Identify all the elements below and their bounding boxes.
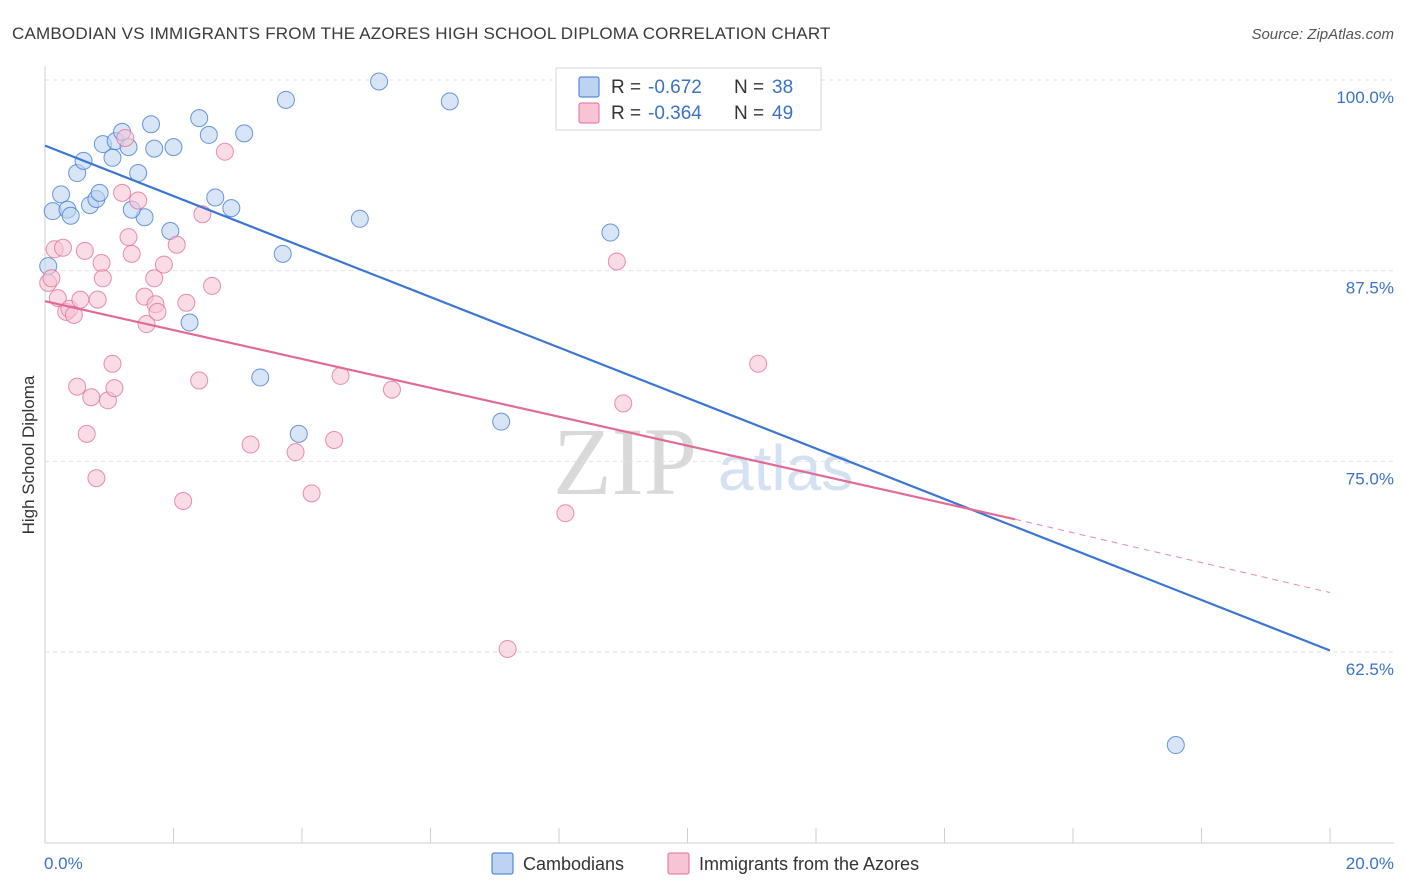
x-tick-label-min: 0.0% [44, 854, 83, 873]
point-cambodians [222, 199, 241, 218]
point-azores [122, 244, 141, 263]
point-azores [382, 380, 401, 399]
legend-swatch-cambodians [578, 76, 600, 98]
point-cambodians [276, 90, 295, 109]
point-cambodians [206, 188, 225, 207]
point-azores [614, 394, 633, 413]
bottom-legend-swatch-cambodians [491, 852, 514, 875]
bottom-legend-label-azores: Immigrants from the Azores [699, 854, 919, 874]
point-azores [119, 228, 138, 247]
point-azores [93, 269, 112, 288]
point-azores [556, 504, 575, 523]
bottom-legend-swatch-azores [667, 852, 690, 875]
point-azores [177, 293, 196, 312]
point-azores [116, 128, 135, 147]
point-azores [749, 354, 768, 373]
point-azores [75, 241, 94, 260]
point-azores [498, 639, 517, 658]
point-azores [215, 142, 234, 161]
point-azores [71, 290, 90, 309]
chart-title: CAMBODIAN VS IMMIGRANTS FROM THE AZORES … [12, 24, 831, 43]
y-tick-label: 62.5% [1346, 660, 1394, 679]
point-azores [174, 491, 193, 510]
point-cambodians [235, 124, 254, 143]
y-axis-label: High School Diploma [19, 375, 38, 534]
point-azores [77, 424, 96, 443]
point-azores [145, 269, 164, 288]
legend-r-value-cambodians: -0.672 [648, 77, 702, 98]
point-azores [92, 254, 111, 273]
point-azores [82, 388, 101, 407]
trend-line-azores [44, 300, 1016, 521]
legend-r-value-azores: -0.364 [648, 103, 702, 124]
y-tick-labels: 62.5% 75.0% 87.5% 100.0% [1336, 88, 1394, 679]
point-azores [129, 191, 148, 210]
point-azores [103, 354, 122, 373]
point-cambodians [164, 138, 183, 157]
point-cambodians [145, 139, 164, 158]
y-tick-label: 87.5% [1346, 279, 1394, 298]
point-cambodians [440, 92, 459, 111]
point-azores [87, 469, 106, 488]
stats-legend: R = -0.672 N = 38 R = -0.364 N = 49 [555, 67, 822, 131]
point-cambodians [251, 368, 270, 387]
point-cambodians [199, 125, 218, 144]
x-tick-label-max: 20.0% [1346, 854, 1394, 873]
point-azores [88, 290, 107, 309]
point-azores [113, 183, 132, 202]
trend-lines [44, 144, 1331, 652]
point-azores [302, 484, 321, 503]
chart-source: Source: ZipAtlas.com [1251, 26, 1394, 43]
point-cambodians [601, 223, 620, 242]
point-cambodians [273, 244, 292, 263]
bottom-legend-label-cambodians: Cambodians [523, 854, 624, 874]
trend-line-cambodians [44, 144, 1331, 652]
grid-lines [45, 79, 1394, 653]
point-cambodians [350, 209, 369, 228]
legend-n-value-cambodians: 38 [772, 77, 793, 98]
point-cambodians [370, 72, 389, 91]
stats-legend-box [555, 67, 822, 131]
point-cambodians [142, 115, 161, 134]
y-tick-label: 75.0% [1346, 469, 1394, 488]
point-azores [607, 252, 626, 271]
point-cambodians [492, 412, 511, 431]
point-azores [203, 276, 222, 295]
legend-n-label-azores: N = [734, 103, 764, 124]
point-cambodians [61, 206, 80, 225]
point-azores [42, 269, 61, 288]
point-cambodians [289, 424, 308, 443]
axes [44, 66, 1394, 844]
point-cambodians [52, 185, 71, 204]
y-tick-label: 100.0% [1336, 88, 1394, 107]
point-azores [64, 305, 83, 324]
point-azores [167, 235, 186, 254]
scatter-points [39, 72, 1185, 755]
point-azores [148, 302, 167, 321]
point-cambodians [190, 109, 209, 128]
legend-n-label-cambodians: N = [734, 77, 764, 98]
point-azores [241, 435, 260, 454]
point-cambodians [103, 148, 122, 167]
point-cambodians [90, 183, 109, 202]
point-azores [325, 430, 344, 449]
point-cambodians [180, 313, 199, 332]
legend-n-value-azores: 49 [772, 103, 793, 124]
point-azores [190, 371, 209, 390]
point-cambodians [1166, 736, 1185, 755]
point-azores [286, 443, 305, 462]
point-azores [53, 238, 72, 257]
legend-r-label-azores: R = [611, 103, 641, 124]
series-legend: Cambodians Immigrants from the Azores [491, 852, 919, 875]
point-azores [68, 377, 87, 396]
legend-swatch-azores [578, 102, 600, 124]
trend-line-azores-extension [1015, 518, 1331, 593]
legend-r-label-cambodians: R = [611, 77, 641, 98]
point-azores [105, 379, 124, 398]
point-azores [154, 255, 173, 274]
